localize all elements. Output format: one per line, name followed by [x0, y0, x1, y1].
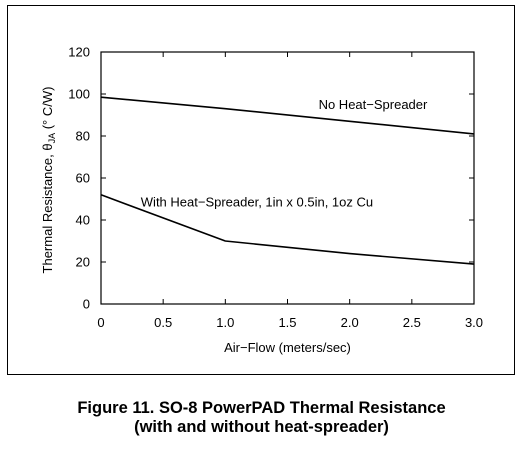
y-tick-label: 20: [76, 255, 90, 270]
y-axis-label-prefix: Thermal Resistance, θ: [40, 143, 55, 273]
x-tick-label: 0: [97, 315, 104, 330]
x-tick-label: 3.0: [465, 315, 483, 330]
plot-area: [100, 51, 475, 305]
y-axis-label-subscript: JA: [47, 133, 57, 144]
y-tick-label: 40: [76, 213, 90, 228]
chart: 0 20 40 60 80 100 120 0 0.5 1.0 1.5 2.0 2.5 3.0 No H…: [40, 45, 483, 356]
annotations: No Heat−Spreader With Heat−Spreader, 1in …: [141, 97, 428, 210]
figure-caption: Figure 11. SO-8 PowerPAD Thermal Resista…: [0, 399, 523, 437]
x-axis-ticks: 0 0.5 1.0 1.5 2.0 2.5 3.0: [97, 52, 483, 330]
y-tick-label: 60: [76, 171, 90, 186]
x-axis-label: Air−Flow (meters/sec): [224, 340, 351, 355]
series-lines: [100, 96, 475, 265]
x-tick-label: 2.5: [403, 315, 421, 330]
x-tick-label: 2.0: [341, 315, 359, 330]
y-tick-label: 80: [76, 129, 90, 144]
y-axis-ticks: 0 20 40 60 80 100 120: [68, 45, 474, 312]
x-tick-label: 0.5: [154, 315, 172, 330]
series-line-1: [100, 96, 475, 135]
caption-line-2: (with and without heat-spreader): [134, 418, 389, 436]
series-line-2: [100, 194, 475, 265]
x-tick-label: 1.5: [278, 315, 296, 330]
y-tick-label: 0: [83, 297, 90, 312]
y-tick-label: 100: [68, 87, 90, 102]
y-axis-label: Thermal Resistance, θJA (° C/W): [40, 87, 57, 274]
y-tick-label: 120: [68, 45, 90, 60]
series-annotation-1: No Heat−Spreader: [319, 97, 428, 112]
series-annotation-2: With Heat−Spreader, 1in x 0.5in, 1oz Cu: [141, 195, 373, 210]
figure-frame: [7, 5, 515, 375]
caption-line-1: Figure 11. SO-8 PowerPAD Thermal Resista…: [77, 399, 446, 417]
x-tick-label: 1.0: [216, 315, 234, 330]
y-axis-label-suffix: (° C/W): [40, 87, 55, 133]
